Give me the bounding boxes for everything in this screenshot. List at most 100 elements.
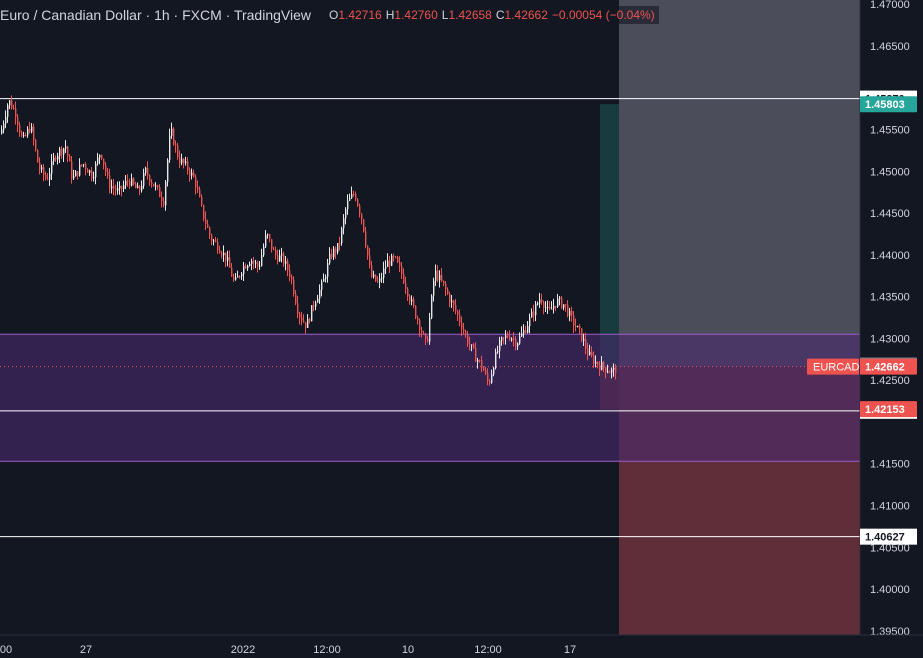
candle-body (177, 145, 179, 158)
line-price-tag-text: 1.40627 (865, 532, 905, 544)
candle-body (103, 158, 105, 165)
ohlc-close-key: C (495, 8, 505, 22)
candle-body (409, 296, 411, 302)
candle-body (329, 253, 331, 264)
candle-body (59, 148, 61, 156)
candle-body (573, 315, 575, 326)
time-tick-label: 27 (80, 644, 92, 656)
candle-body (185, 161, 187, 164)
candle-body (327, 263, 329, 277)
candle-body (403, 273, 405, 283)
candle-body (161, 197, 163, 202)
candle-body (493, 368, 495, 375)
candle-body (267, 234, 269, 236)
candle-body (461, 322, 463, 330)
support-zone[interactable] (0, 334, 860, 462)
candle-body (205, 218, 207, 224)
candle-body (3, 123, 5, 130)
candle-body (565, 304, 567, 306)
candle-body (269, 234, 271, 240)
candle-body (221, 253, 223, 256)
candle-body (479, 360, 481, 362)
ohlc-close-value: 1.42662 (504, 8, 548, 22)
time-tick-label: 00 (0, 644, 12, 656)
candle-body (1, 129, 3, 134)
candle-body (63, 148, 65, 155)
price-tag (860, 401, 917, 418)
candle-body (389, 260, 391, 266)
candle-body (375, 274, 377, 282)
candle-body (25, 135, 27, 137)
candle-body (197, 187, 199, 190)
candle-body (191, 172, 193, 176)
candle-body (355, 194, 357, 200)
candle-body (357, 199, 359, 206)
candle-body (367, 245, 369, 256)
candle-body (37, 149, 39, 163)
candle-body (237, 275, 239, 278)
candle-body (229, 257, 231, 268)
candle-body (11, 100, 13, 109)
candle-body (17, 117, 19, 125)
candle-body (297, 303, 299, 314)
candle-body (613, 367, 615, 370)
candle-body (71, 161, 73, 179)
candle-body (369, 255, 371, 266)
candle-body (201, 196, 203, 205)
candle-body (97, 157, 99, 164)
candle-body (77, 171, 79, 176)
candle-body (315, 302, 317, 307)
symbol-tag (807, 358, 859, 375)
candle-body (125, 180, 127, 186)
candle-body (445, 283, 447, 290)
price-tag-text: 1.45803 (865, 99, 905, 111)
candle-body (519, 336, 521, 344)
candle-body (483, 368, 485, 371)
target-zone[interactable] (619, 0, 860, 367)
price-tick-label: 1.46500 (870, 41, 910, 53)
candle-body (491, 374, 493, 383)
price-tick-label: 1.39500 (870, 626, 910, 638)
candle-body (401, 265, 403, 274)
candle-body (579, 326, 581, 329)
candle-body (149, 175, 151, 183)
candle-body (477, 360, 479, 362)
candle-body (15, 108, 17, 118)
price-tick-label: 1.41500 (870, 459, 910, 471)
candle-body (85, 164, 87, 170)
candle-body (291, 276, 293, 280)
candle-body (571, 310, 573, 316)
candle-body (569, 310, 571, 316)
candle-body (533, 311, 535, 316)
candle-body (51, 161, 53, 174)
candle-body (303, 320, 305, 323)
candle-body (29, 128, 31, 132)
candle-body (187, 161, 189, 171)
candle-body (147, 167, 149, 176)
candle-body (83, 164, 85, 166)
candle-body (467, 334, 469, 344)
price-tick-label: 1.42500 (870, 375, 910, 387)
candle-body (183, 158, 185, 164)
candle-body (553, 305, 555, 309)
candle-body (447, 289, 449, 294)
candle-body (213, 240, 215, 242)
price-tick-label: 1.40500 (870, 542, 910, 554)
candle-body (189, 170, 191, 176)
candle-body (181, 158, 183, 164)
candle-body (351, 193, 353, 199)
candle-body (517, 343, 519, 347)
candle-body (593, 355, 595, 364)
candle-body (61, 148, 63, 155)
candle-body (157, 185, 159, 188)
candle-body (81, 164, 83, 166)
candle-body (39, 162, 41, 170)
candle-body (551, 308, 553, 310)
candle-body (287, 261, 289, 271)
candle-body (607, 371, 609, 373)
candle-body (387, 260, 389, 267)
price-tag (860, 358, 917, 375)
candle-body (243, 265, 245, 274)
symbol-title[interactable]: Euro / Canadian Dollar · 1h · FXCM · Tra… (0, 7, 311, 23)
